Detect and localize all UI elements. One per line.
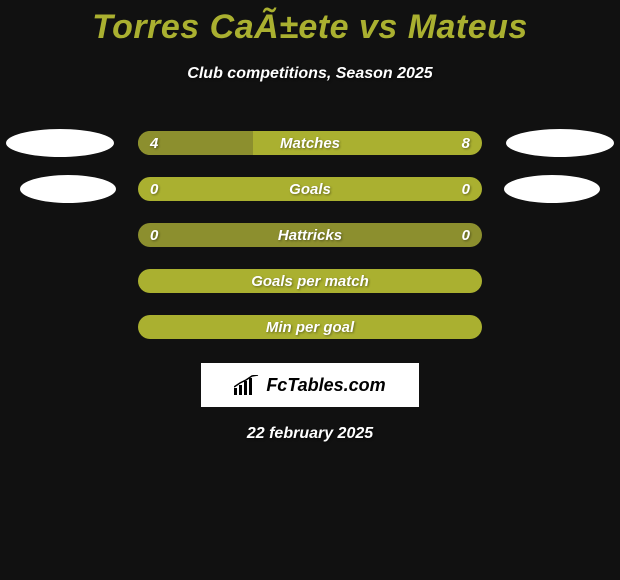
player-left-pill bbox=[20, 175, 116, 203]
bar-gpm: Goals per match bbox=[138, 269, 482, 293]
mpg-label: Min per goal bbox=[266, 319, 354, 336]
goals-left-value: 0 bbox=[150, 181, 158, 198]
player-right-pill bbox=[504, 175, 600, 203]
date-line: 22 february 2025 bbox=[0, 425, 620, 443]
gpm-label: Goals per match bbox=[251, 273, 369, 290]
row-mpg: Min per goal bbox=[0, 315, 620, 339]
logo-box: FcTables.com bbox=[201, 363, 419, 407]
goals-label: Goals bbox=[289, 181, 331, 198]
row-hattricks: 0 Hattricks 0 bbox=[0, 223, 620, 247]
hattricks-right-value: 0 bbox=[462, 227, 470, 244]
bar-hattricks: 0 Hattricks 0 bbox=[138, 223, 482, 247]
row-gpm: Goals per match bbox=[0, 269, 620, 293]
page-title: Torres CaÃ±ete vs Mateus bbox=[0, 0, 620, 47]
player-left-pill bbox=[6, 129, 114, 157]
goals-right-value: 0 bbox=[462, 181, 470, 198]
logo-text: FcTables.com bbox=[266, 375, 385, 396]
matches-left-value: 4 bbox=[150, 135, 158, 152]
bar-matches: 4 Matches 8 bbox=[138, 131, 482, 155]
subtitle: Club competitions, Season 2025 bbox=[0, 65, 620, 83]
matches-right-value: 8 bbox=[462, 135, 470, 152]
bar-mpg: Min per goal bbox=[138, 315, 482, 339]
bar-goals: 0 Goals 0 bbox=[138, 177, 482, 201]
player-right-pill bbox=[506, 129, 614, 157]
row-goals: 0 Goals 0 bbox=[0, 177, 620, 201]
bar-chart-icon bbox=[234, 375, 260, 395]
stat-rows: 4 Matches 8 0 Goals 0 0 Hattricks 0 Goal… bbox=[0, 131, 620, 339]
hattricks-left-value: 0 bbox=[150, 227, 158, 244]
matches-label: Matches bbox=[280, 135, 340, 152]
row-matches: 4 Matches 8 bbox=[0, 131, 620, 155]
hattricks-label: Hattricks bbox=[278, 227, 342, 244]
